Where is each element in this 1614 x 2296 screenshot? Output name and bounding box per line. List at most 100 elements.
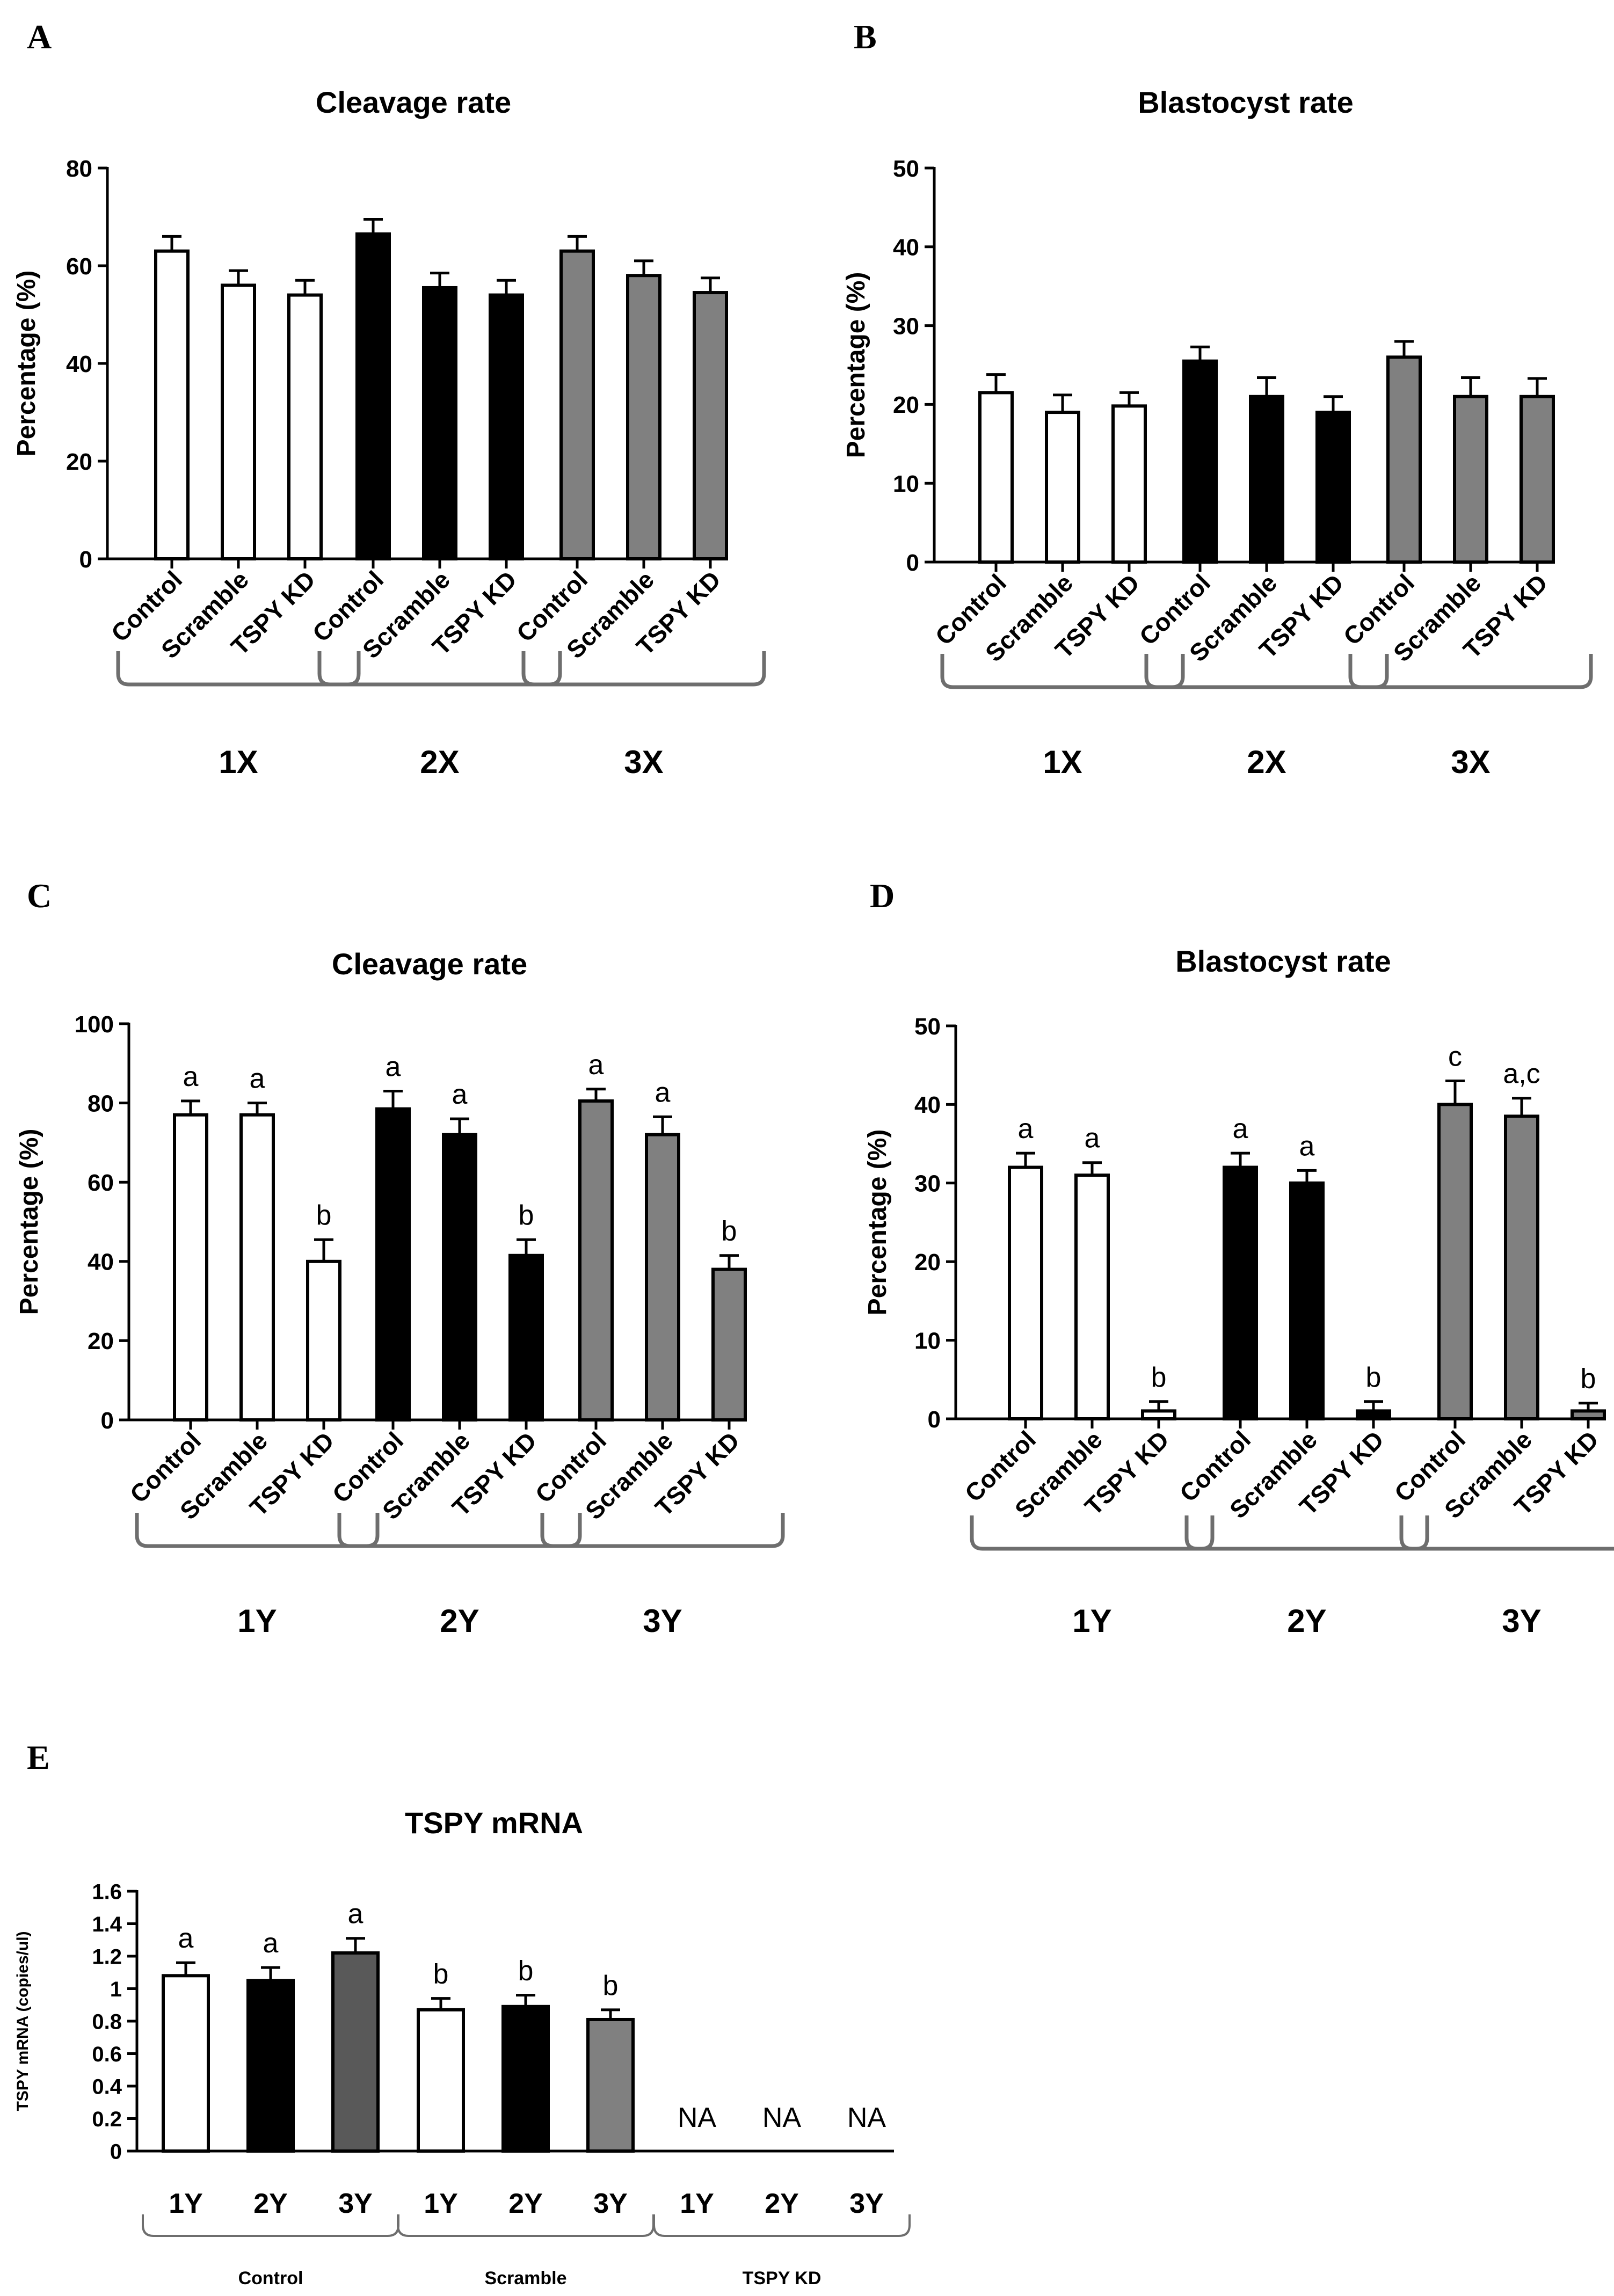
group-bracket	[1184, 1515, 1429, 1551]
y-tick-label: 40	[88, 1249, 114, 1275]
group-label: 3Y	[1502, 1603, 1541, 1639]
group-bracket	[1144, 654, 1389, 689]
y-tick-label: 50	[914, 1014, 941, 1040]
bar-3x-control	[1386, 355, 1422, 564]
y-tick-label: 0.4	[92, 2075, 122, 2098]
y-tick-label: 1.6	[92, 1880, 122, 1904]
y-tick-label: 0.8	[92, 2010, 122, 2033]
significance-letter: a	[1233, 1113, 1248, 1145]
y-axis-label: Percentage (%)	[15, 1129, 43, 1315]
significance-letter: a,c	[1503, 1059, 1540, 1090]
y-tick-label: 20	[914, 1249, 941, 1275]
bar-scramble-2y	[501, 2005, 550, 2153]
chart-panel-b: B Blastocyst rate Percentage (%) 0 10 20 30 40 5…	[842, 18, 1593, 780]
significance-letter: b	[1581, 1364, 1596, 1395]
group-bracket	[970, 1515, 1215, 1551]
significance-letter: a	[452, 1079, 468, 1110]
bar-control-2y	[246, 1979, 295, 2153]
bar-1x-tspy-kd	[287, 293, 323, 560]
bar-1x-tspy-kd	[1111, 404, 1147, 564]
y-tick-label: 60	[66, 253, 92, 280]
bar-1x-scramble	[221, 283, 256, 561]
significance-letter: b	[1151, 1362, 1167, 1393]
significance-letter: b	[1366, 1362, 1382, 1393]
x-tick-label: 2Y	[508, 2188, 543, 2219]
x-tick-label: 1Y	[680, 2188, 714, 2219]
group-bracket	[116, 651, 361, 687]
x-tick-label: 1Y	[169, 2188, 203, 2219]
significance-letter: b	[316, 1200, 332, 1231]
y-tick-label: 10	[914, 1328, 941, 1354]
chart-title: Cleavage rate	[332, 947, 527, 981]
significance-letter: a	[386, 1051, 401, 1082]
chart-title: Blastocyst rate	[1138, 85, 1354, 119]
chart-title: Blastocyst rate	[1175, 944, 1391, 978]
y-tick-label: 20	[893, 392, 919, 418]
group-bracket	[1399, 1515, 1614, 1551]
bar-1y-tspy-kd	[306, 1259, 341, 1422]
group-label: 2Y	[440, 1603, 479, 1639]
na-label: NA	[678, 2102, 717, 2133]
group-label: 2X	[1247, 744, 1286, 780]
bar-2x-control	[355, 232, 391, 561]
bar-2y-scramble	[1289, 1181, 1325, 1421]
na-label: NA	[847, 2102, 886, 2133]
chart-title: Cleavage rate	[316, 85, 511, 119]
bar-3x-scramble	[626, 274, 661, 560]
y-tick-label: 40	[914, 1092, 941, 1118]
y-tick-label: 50	[893, 156, 919, 182]
bar-2x-tspy-kd	[1315, 411, 1351, 564]
na-label: NA	[762, 2102, 802, 2133]
bar-2x-control	[1182, 359, 1218, 564]
bar-1y-control	[173, 1113, 208, 1422]
group-label: TSPY KD	[743, 2268, 821, 2288]
bar-3x-scramble	[1453, 395, 1488, 564]
bar-3y-tspy-kd	[1571, 1409, 1606, 1421]
y-tick-label: 10	[893, 471, 919, 497]
bar-3x-tspy-kd	[693, 291, 728, 560]
bar-1y-scramble	[1074, 1173, 1110, 1420]
group-label: 3Y	[643, 1603, 682, 1639]
bar-2y-tspy-kd	[508, 1253, 544, 1422]
group-bracket	[317, 651, 562, 687]
significance-letter: b	[518, 1956, 534, 1987]
panel-letter: B	[854, 18, 877, 56]
group-bracket	[1348, 654, 1593, 689]
y-tick-label: 20	[88, 1328, 114, 1354]
significance-letter: a	[178, 1923, 194, 1954]
y-axis-label: Percentage (%)	[863, 1129, 892, 1316]
panel-letter: D	[870, 877, 895, 915]
bar-scramble-1y	[417, 2008, 465, 2153]
group-label: 3X	[624, 744, 663, 780]
y-tick-label: 40	[893, 235, 919, 261]
x-tick-label: 3Y	[338, 2188, 373, 2219]
bar-2x-scramble	[1249, 395, 1284, 564]
x-tick-label: 1Y	[424, 2188, 458, 2219]
significance-letter: a	[1299, 1131, 1315, 1162]
bar-1x-control	[978, 391, 1014, 564]
y-tick-label: 1.4	[92, 1913, 122, 1936]
y-tick-label: 0	[79, 546, 92, 573]
group-bracket	[940, 654, 1185, 689]
y-tick-label: 1	[110, 1978, 122, 2001]
group-label: 3X	[1451, 744, 1490, 780]
x-tick-label: 2Y	[253, 2188, 288, 2219]
bar-3y-control	[1437, 1103, 1473, 1420]
significance-letter: a	[588, 1049, 604, 1081]
y-tick-label: 0	[906, 550, 919, 576]
group-label: 1Y	[237, 1603, 277, 1639]
y-tick-label: 0	[110, 2140, 122, 2163]
group-bracket	[337, 1513, 582, 1548]
group-bracket	[135, 1513, 380, 1548]
y-tick-label: 80	[66, 156, 92, 182]
bar-2x-scramble	[422, 286, 457, 560]
chart-panel-c: C Cleavage rate Percentage (%) 0 20 40 60 80 100…	[15, 877, 785, 1639]
bar-3y-control	[578, 1099, 614, 1422]
bar-1y-control	[1008, 1165, 1043, 1421]
group-label: Scramble	[484, 2268, 566, 2288]
y-tick-label: 60	[88, 1170, 114, 1196]
bar-3y-scramble	[645, 1133, 680, 1422]
group-label: 2Y	[1287, 1603, 1326, 1639]
y-tick-label: 40	[66, 351, 92, 377]
